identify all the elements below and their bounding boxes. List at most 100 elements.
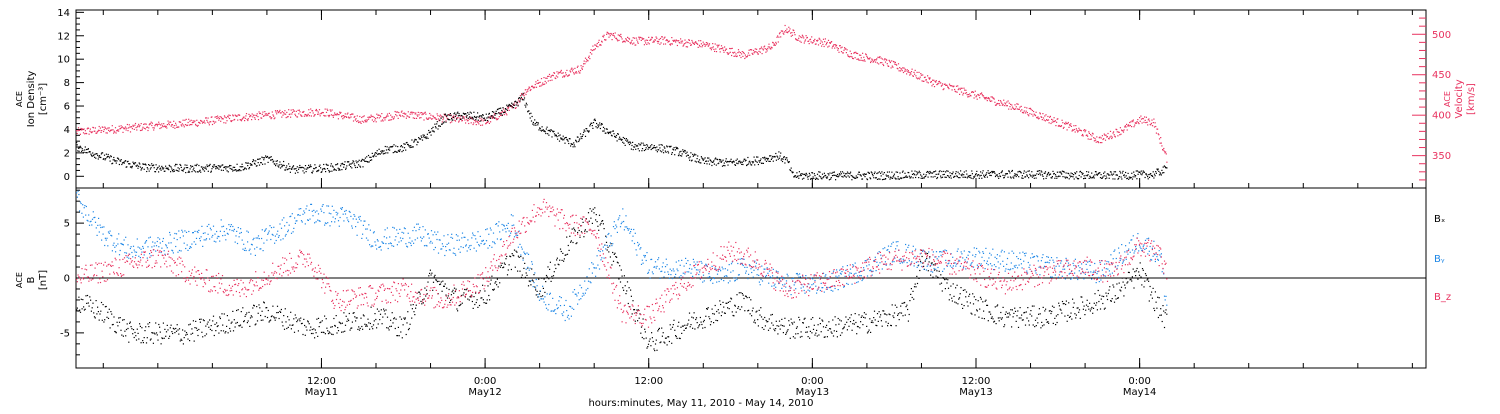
bx-series-point — [1008, 316, 1009, 317]
density-series-point — [118, 159, 119, 160]
density-series-point — [200, 170, 201, 171]
velocity-series-point — [735, 53, 736, 54]
density-series-point — [670, 146, 671, 147]
density-series-point — [441, 118, 442, 119]
bx-series-point — [373, 324, 374, 325]
bx-series-point — [298, 330, 299, 331]
bx-series-point — [487, 299, 488, 300]
bx-series-point — [1025, 325, 1026, 326]
density-series-point — [566, 137, 567, 138]
bx-series-point — [828, 330, 829, 331]
velocity-series-point — [1018, 104, 1019, 105]
bx-series-point — [990, 314, 991, 315]
density-series-point — [841, 176, 842, 177]
bx-series-point — [869, 330, 870, 331]
density-series-point — [1148, 174, 1149, 175]
bx-series-point — [985, 301, 986, 302]
density-series-point — [976, 173, 977, 174]
bx-series-point — [879, 316, 880, 317]
density-series-point — [553, 131, 554, 132]
velocity-series-point — [246, 113, 247, 114]
velocity-series-point — [606, 34, 607, 35]
velocity-series-point — [814, 39, 815, 40]
density-series-point — [886, 176, 887, 177]
bx-series-point — [680, 338, 681, 339]
bx-series-point — [821, 319, 822, 320]
density-series-point — [592, 125, 593, 126]
bx-series-point — [396, 319, 397, 320]
bx-series-point — [588, 212, 589, 213]
density-series-point — [458, 113, 459, 114]
density-series-point — [90, 154, 91, 155]
velocity-series-point — [652, 37, 653, 38]
bx-series-point — [452, 291, 453, 292]
velocity-series-point — [820, 40, 821, 41]
velocity-series-point — [386, 115, 387, 116]
density-series-point — [943, 171, 944, 172]
bx-series-point — [839, 319, 840, 320]
velocity-series-point — [316, 109, 317, 110]
velocity-series-point — [106, 132, 107, 133]
velocity-series-point — [148, 127, 149, 128]
velocity-series-point — [1098, 142, 1099, 143]
density-series-point — [991, 171, 992, 172]
bx-series-point — [978, 317, 979, 318]
bx-series-point — [519, 257, 520, 258]
velocity-series-point — [109, 127, 110, 128]
density-series-point — [486, 117, 487, 118]
bx-series-point — [533, 274, 534, 275]
bx-series-point — [996, 323, 997, 324]
velocity-series-point — [763, 49, 764, 50]
bx-series-point — [426, 290, 427, 291]
density-series-point — [838, 176, 839, 177]
bx-series-point — [719, 300, 720, 301]
field-tick-label: 5 — [64, 219, 70, 230]
velocity-series-point — [1009, 103, 1010, 104]
velocity-series-point — [654, 41, 655, 42]
bx-series-point — [760, 307, 761, 308]
density-series-point — [1027, 176, 1028, 177]
velocity-series-point — [754, 51, 755, 52]
velocity-series-point — [409, 117, 410, 118]
velocity-series-point — [126, 128, 127, 129]
density-series-point — [559, 141, 560, 142]
density-series-point — [155, 171, 156, 172]
density-series-point — [1153, 177, 1154, 178]
density-series-point — [891, 177, 892, 178]
bx-series-point — [781, 319, 782, 320]
velocity-series-point — [827, 46, 828, 47]
velocity-series-point — [215, 117, 216, 118]
bx-series-point — [792, 323, 793, 324]
velocity-series-point — [317, 114, 318, 115]
velocity-series-point — [728, 53, 729, 54]
bx-series-point — [545, 281, 546, 282]
density-series-point — [765, 159, 766, 160]
bx-series-point — [103, 304, 104, 305]
bx-series-point — [352, 322, 353, 323]
density-series-point — [302, 170, 303, 171]
bx-series-point — [918, 278, 919, 279]
density-series-point — [105, 159, 106, 160]
density-series-point — [1138, 174, 1139, 175]
density-series-point — [911, 171, 912, 172]
density-series-point — [902, 172, 903, 173]
density-series-point — [1120, 172, 1121, 173]
density-series-point — [593, 122, 594, 123]
bx-series-point — [982, 318, 983, 319]
bx-series-point — [1051, 311, 1052, 312]
density-series-point — [513, 107, 514, 108]
bx-series-point — [425, 295, 426, 296]
density-series-point — [578, 141, 579, 142]
velocity-series-point — [807, 37, 808, 38]
density-series-point — [372, 153, 373, 154]
bx-series-point — [777, 325, 778, 326]
bx-series-point — [673, 320, 674, 321]
bx-series-point — [854, 324, 855, 325]
bx-series-point — [450, 300, 451, 301]
density-series-point — [289, 168, 290, 169]
density-series-point — [263, 157, 264, 158]
velocity-series-point — [543, 84, 544, 85]
velocity-series-point — [465, 122, 466, 123]
bx-series-point — [692, 328, 693, 329]
x-tick-date-label: May13 — [796, 387, 829, 398]
